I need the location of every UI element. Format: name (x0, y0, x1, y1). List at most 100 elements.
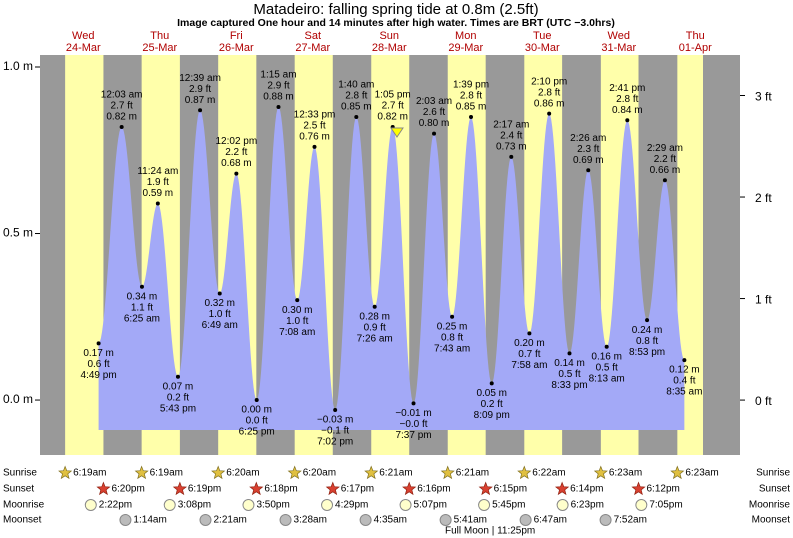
daylight-band (65, 55, 104, 455)
sun-icon (670, 465, 685, 480)
moon-icon (242, 499, 255, 511)
moonrise-time: 4:29pm (335, 500, 368, 511)
moonrise-time: 3:50pm (256, 500, 289, 511)
tide-label: 1:39 pm (453, 80, 489, 91)
row-label: Sunset (3, 484, 34, 495)
tide-label: 0.69 m (573, 155, 604, 166)
moonset-time: 6:47am (534, 515, 567, 526)
tide-label: 0.05 m (476, 388, 507, 399)
tide-label: 0.8 ft (441, 332, 463, 343)
tide-label: 12:33 pm (294, 110, 336, 121)
tide-label: 1.9 ft (147, 177, 169, 188)
tide-label: 8:53 pm (629, 347, 665, 358)
y2-tick-label: 0 ft (755, 394, 772, 408)
tide-label: 0.9 ft (364, 322, 386, 333)
tide-label: 2:26 am (570, 133, 606, 144)
moon-icon (556, 499, 569, 511)
tide-label: 7:08 am (279, 327, 315, 338)
row-label: Sunrise (3, 468, 37, 479)
tide-label: 0.73 m (496, 142, 527, 153)
tide-point (567, 351, 572, 356)
tide-point (155, 201, 160, 206)
sunset-time: 6:19pm (188, 484, 221, 495)
moonset-time: 5:41am (454, 515, 487, 526)
moon-icon (478, 499, 491, 511)
tide-label: 7:02 pm (317, 437, 353, 448)
row-label: Moonrise (749, 500, 791, 511)
tide-point (547, 111, 552, 116)
tide-label: 0.5 ft (596, 362, 618, 373)
y2-tick-label: 3 ft (755, 90, 772, 104)
tide-point (354, 114, 359, 119)
tide-label: 1:40 am (338, 80, 374, 91)
sunset-time: 6:16pm (417, 484, 450, 495)
tide-label: 0.30 m (282, 305, 313, 316)
date-label: 30-Mar (525, 42, 560, 54)
date-label: 24-Mar (66, 42, 101, 54)
tide-label: 5:43 pm (160, 403, 196, 414)
chart-title: Matadeiro: falling spring tide at 0.8m (… (253, 1, 538, 18)
tide-point (372, 304, 377, 309)
tide-point (312, 144, 317, 149)
y-tick-label: 0.0 m (3, 392, 33, 406)
sunset-time: 6:17pm (341, 484, 374, 495)
row-label: Moonset (3, 515, 42, 526)
tide-area (98, 106, 685, 431)
tide-label: 0.86 m (534, 98, 565, 109)
tide-point (509, 154, 514, 159)
tide-label: 1.0 ft (286, 316, 308, 327)
moonset-time: 4:35am (374, 515, 407, 526)
weekday-label: Thu (150, 30, 169, 42)
sunset-time: 6:18pm (264, 484, 297, 495)
tide-label: 2:29 am (647, 143, 683, 154)
tide-point (527, 331, 532, 336)
tide-label: 0.24 m (632, 325, 663, 336)
tide-point (217, 291, 222, 296)
moon-icon (84, 499, 97, 511)
sun-icon (631, 481, 646, 496)
tide-label: 2:10 pm (531, 76, 567, 87)
tide-point (295, 298, 300, 303)
tide-label: 2.9 ft (267, 81, 289, 92)
tide-point (682, 358, 687, 363)
tide-point (625, 118, 630, 123)
moon-icon (359, 514, 372, 526)
tide-label: 0.4 ft (673, 376, 695, 387)
moon-icon (599, 514, 612, 526)
sun-icon (96, 481, 111, 496)
sun-icon (517, 465, 532, 480)
moonset-time: 1:14am (133, 515, 166, 526)
tide-label: 0.7 ft (518, 349, 540, 360)
sun-icon (211, 465, 226, 480)
tide-label: 6:25 am (124, 313, 160, 324)
tide-label: 8:33 pm (551, 380, 587, 391)
weekday-label: Wed (72, 30, 94, 42)
tide-label: 2.8 ft (460, 91, 482, 102)
tide-label: 2.7 ft (111, 101, 133, 112)
tide-point (586, 168, 591, 173)
tide-label: 2.2 ft (225, 147, 247, 158)
tide-label: 0.85 m (456, 102, 487, 113)
moonrise-time: 6:23pm (571, 500, 604, 511)
sunrise-time: 6:21am (456, 468, 489, 479)
tide-point (489, 381, 494, 386)
tide-label: 2.7 ft (382, 101, 404, 112)
sun-icon (364, 465, 379, 480)
tide-point (96, 341, 101, 346)
tide-label: 0.66 m (650, 165, 681, 176)
tide-point (432, 131, 437, 136)
tide-label: 0.82 m (106, 112, 137, 123)
weekday-label: Sun (379, 30, 399, 42)
moonrise-time: 2:22pm (99, 500, 132, 511)
tide-label: 2.8 ft (538, 87, 560, 98)
weekday-label: Fri (230, 30, 243, 42)
tide-label: 0.82 m (377, 112, 408, 123)
y-tick-label: 0.5 m (3, 226, 33, 240)
sun-icon (287, 465, 302, 480)
moon-icon (519, 514, 532, 526)
tide-label: 0.34 m (127, 291, 158, 302)
sunrise-time: 6:22am (532, 468, 565, 479)
date-label: 26-Mar (219, 42, 254, 54)
sunrise-time: 6:23am (685, 468, 718, 479)
